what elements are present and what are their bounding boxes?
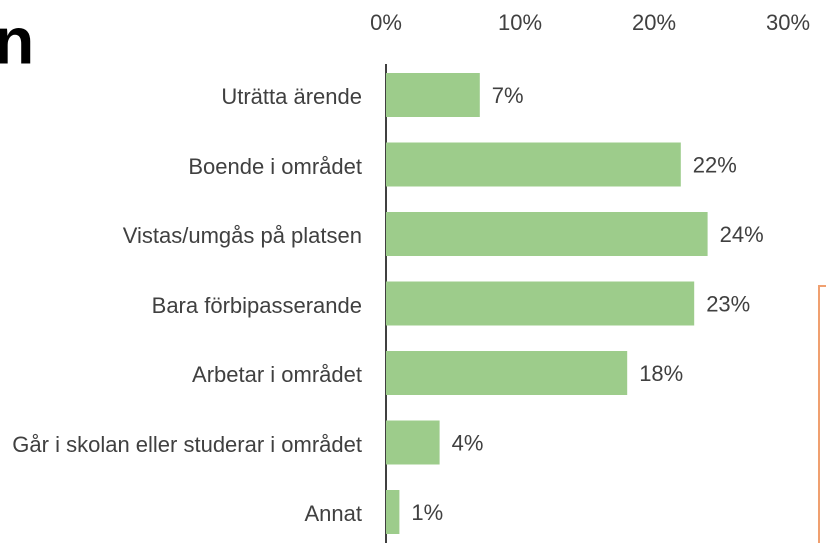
data-label: 18% bbox=[639, 361, 683, 386]
bar bbox=[386, 142, 681, 187]
x-tick-label: 10% bbox=[498, 10, 542, 35]
data-label: 23% bbox=[706, 291, 750, 316]
bar bbox=[386, 281, 695, 326]
category-label: Vistas/umgås på platsen bbox=[122, 223, 362, 248]
bar bbox=[386, 490, 400, 534]
bar bbox=[386, 212, 708, 256]
bar bbox=[386, 73, 480, 117]
bar bbox=[386, 351, 628, 395]
data-label: 4% bbox=[452, 430, 484, 455]
data-label: 7% bbox=[492, 83, 524, 108]
data-label: 24% bbox=[720, 222, 764, 247]
category-label: Annat bbox=[304, 501, 363, 526]
x-tick-label: 0% bbox=[370, 10, 402, 35]
data-label: 1% bbox=[411, 500, 443, 525]
bracket bbox=[818, 285, 826, 543]
category-label: Arbetar i området bbox=[192, 362, 362, 387]
bar bbox=[386, 420, 440, 465]
category-label: Går i skolan eller studerar i området bbox=[12, 431, 362, 457]
category-label: Boende i området bbox=[188, 153, 362, 179]
x-tick-label: 20% bbox=[632, 10, 676, 35]
chart-title: n bbox=[0, 3, 34, 77]
category-label: Bara förbipasserande bbox=[151, 292, 362, 318]
data-label: 22% bbox=[693, 152, 737, 177]
category-label: Uträtta ärende bbox=[221, 84, 362, 109]
x-tick-label: 30% bbox=[766, 10, 810, 35]
